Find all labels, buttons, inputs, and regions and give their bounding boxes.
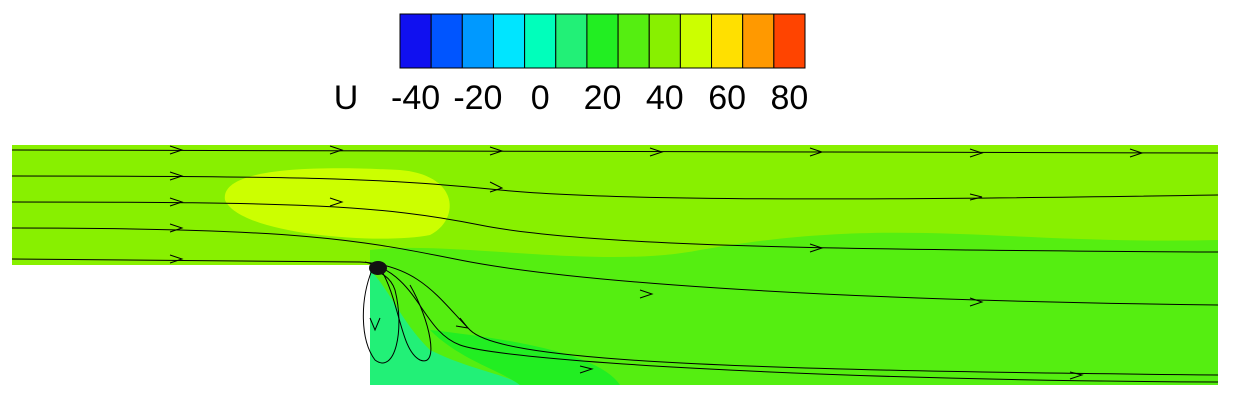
colorbar-tick-label: 80 xyxy=(771,79,809,117)
colorbar-band xyxy=(773,13,806,69)
colorbar-band xyxy=(617,13,650,69)
colorbar-band xyxy=(399,13,432,69)
colorbar-tick-label: -20 xyxy=(453,79,502,117)
colorbar: -40 -20 0 20 40 60 80 xyxy=(391,13,809,117)
contour-region xyxy=(370,270,520,385)
colorbar-band xyxy=(648,13,681,69)
colorbar-band xyxy=(461,13,494,69)
colorbar-band xyxy=(586,13,619,69)
contour-region xyxy=(430,330,620,385)
colorbar-band xyxy=(555,13,588,69)
colorbar-tick-label: -40 xyxy=(391,79,440,117)
colorbar-tick-label: 20 xyxy=(584,79,622,117)
colorbar-tick-label: 0 xyxy=(531,79,550,117)
colorbar-band xyxy=(492,13,526,69)
colorbar-band xyxy=(711,13,744,69)
colorbar-tick-label: 40 xyxy=(646,79,684,117)
contour-region xyxy=(370,145,1218,258)
colorbar-band xyxy=(679,13,713,69)
streamlines xyxy=(11,145,1219,383)
colorbar-tick-label: 60 xyxy=(708,79,746,117)
flow-field xyxy=(12,145,1218,385)
colorbar-band xyxy=(430,13,463,69)
colorbar-band xyxy=(524,13,557,69)
vortex-core xyxy=(369,261,387,275)
colorbar-label: U xyxy=(334,79,359,117)
stream-arrows xyxy=(169,145,1144,380)
colorbar-band xyxy=(742,13,775,69)
